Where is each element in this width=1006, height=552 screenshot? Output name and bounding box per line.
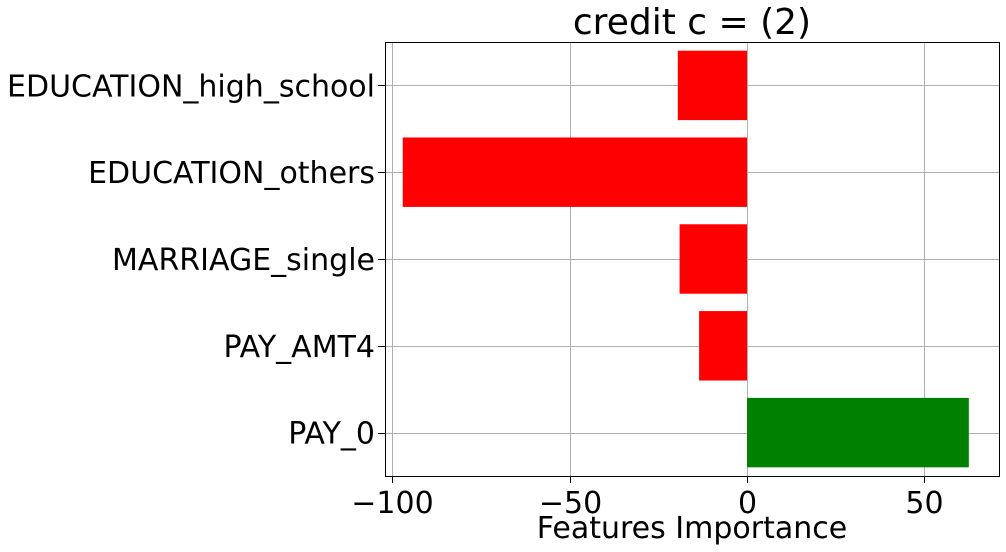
x-tick-labels: −100 −50 0 50 bbox=[351, 486, 943, 521]
plot-area-frame bbox=[385, 42, 1000, 477]
category-label: PAY_0 bbox=[288, 417, 375, 452]
category-labels: EDUCATION_high_school EDUCATION_others MAR… bbox=[7, 69, 375, 451]
x-tick-label: 50 bbox=[905, 486, 943, 521]
category-label: EDUCATION_high_school bbox=[7, 69, 375, 104]
bar bbox=[402, 137, 748, 207]
x-tick-label: 0 bbox=[738, 486, 757, 521]
bar bbox=[679, 224, 748, 294]
ticks bbox=[378, 85, 925, 483]
category-label: EDUCATION_others bbox=[88, 156, 375, 191]
x-tick-label: −100 bbox=[351, 486, 433, 521]
bar bbox=[677, 50, 748, 121]
bars bbox=[402, 50, 969, 468]
category-label: MARRIAGE_single bbox=[112, 243, 375, 278]
x-axis-label: Features Importance bbox=[537, 511, 847, 546]
bar bbox=[747, 397, 969, 468]
chart-title: credit c = (2) bbox=[573, 2, 811, 43]
bar bbox=[699, 311, 748, 381]
category-label: PAY_AMT4 bbox=[223, 330, 375, 365]
x-tick-label: −50 bbox=[539, 486, 602, 521]
